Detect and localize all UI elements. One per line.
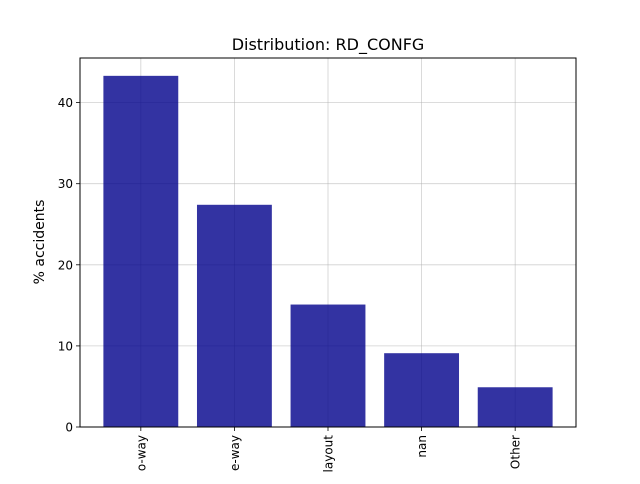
bar-nan xyxy=(384,353,460,427)
bar-e-way xyxy=(196,204,272,427)
y-tick-label: 0 xyxy=(65,421,73,435)
x-tick-label: nan xyxy=(415,435,429,458)
x-tick-label: layout xyxy=(322,435,336,473)
bar-layout xyxy=(290,304,366,427)
bar-o-way xyxy=(103,75,179,427)
y-tick-label: 40 xyxy=(58,96,73,110)
x-tick-label: e-way xyxy=(228,435,242,471)
axes-layer: 0 10 20 30 40 o-way e-way layout nan Other xyxy=(58,96,523,472)
x-tick-label: o-way xyxy=(134,435,148,471)
y-tick-label: 20 xyxy=(58,258,73,272)
x-tick-label: Other xyxy=(509,435,523,469)
y-tick-label: 30 xyxy=(58,177,73,191)
y-tick-label: 10 xyxy=(58,339,73,353)
bar-other xyxy=(477,387,553,427)
y-axis-label: % accidents xyxy=(32,200,48,285)
bars-layer xyxy=(103,75,553,427)
chart-title: Distribution: RD_CONFG xyxy=(232,35,425,55)
